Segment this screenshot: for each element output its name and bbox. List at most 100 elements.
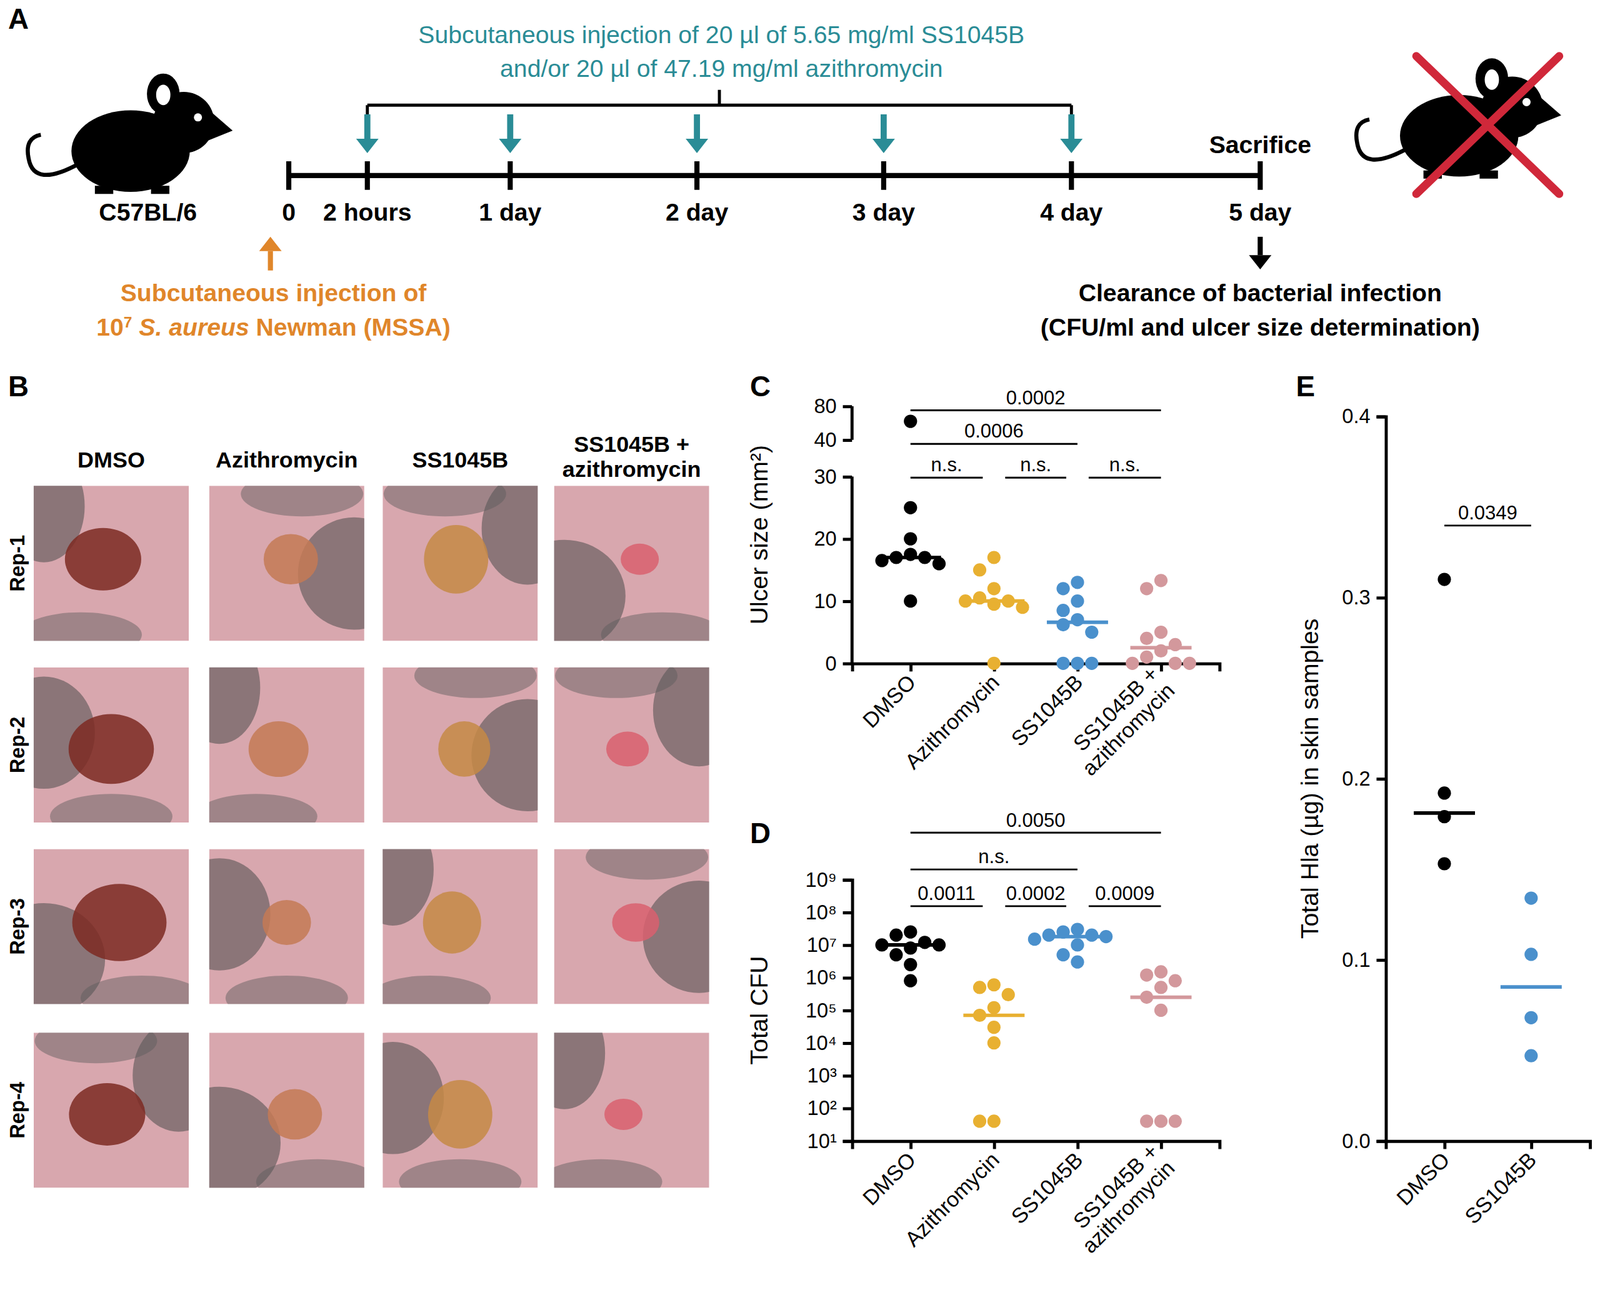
column-header: SS1045B +azithromycin — [562, 431, 701, 482]
x-tick: DMSO — [1391, 1140, 1455, 1210]
data-point — [903, 415, 917, 429]
data-point — [1028, 932, 1042, 946]
photo-fur — [554, 1159, 663, 1189]
y-tick-label: 10⁵ — [805, 998, 837, 1022]
x-tick: Azithromycin — [900, 663, 1004, 774]
photo-fur — [225, 975, 349, 1005]
y-tick: 10¹ — [807, 1129, 853, 1153]
axis-line — [852, 663, 1220, 672]
y-tick: 30 — [813, 465, 852, 489]
median-line — [1130, 995, 1192, 1000]
row-label: Rep-2 — [5, 716, 29, 774]
data-point — [1056, 656, 1070, 670]
photo-fur — [382, 975, 491, 1005]
median-line — [963, 599, 1025, 604]
y-tick-label: 40 — [813, 428, 837, 452]
y-tick-label: 30 — [813, 465, 837, 489]
arrow-shaft — [268, 251, 274, 271]
x-tick: SS1045B +azithromycin — [1060, 661, 1180, 781]
data-point — [1154, 1114, 1168, 1128]
photo-wound — [68, 1083, 145, 1146]
data-point — [1085, 656, 1099, 670]
chart-panel: D10¹10²10³10⁴10⁵10⁶10⁷10⁸10⁹DMSOAzithrom… — [745, 809, 1220, 1259]
data-point — [1154, 980, 1168, 994]
y-tick-mark — [843, 878, 853, 882]
significance-bracket — [910, 476, 984, 479]
arrow-head — [1060, 138, 1083, 154]
y-tick: 40 — [813, 428, 852, 452]
data-point — [1140, 1114, 1154, 1128]
panel-letter: E — [1295, 370, 1315, 403]
photo-fur — [585, 848, 709, 880]
data-point — [1168, 1114, 1182, 1128]
y-tick-label: 80 — [813, 394, 837, 418]
infection-text-part: 10 — [96, 313, 124, 341]
photo-wound — [248, 721, 309, 777]
photo-wound — [620, 543, 659, 575]
median-line — [1046, 935, 1109, 939]
mouse-ear-inner — [156, 85, 171, 106]
data-point — [1070, 922, 1084, 936]
photo-wound — [72, 883, 167, 961]
y-axis: 0.00.10.20.30.4 — [1341, 404, 1387, 1152]
y-tick-mark — [1376, 1140, 1386, 1144]
data-point — [1070, 613, 1084, 627]
y-tick-mark — [843, 1009, 853, 1013]
arrow-shaft — [506, 114, 514, 139]
timepoint-label: 0 — [281, 198, 296, 226]
significance-bracket — [910, 443, 1078, 445]
data-point — [1168, 974, 1182, 988]
data-point — [1140, 650, 1154, 664]
significance-bracket — [910, 409, 1162, 412]
y-axis: 10¹10²10³10⁴10⁵10⁶10⁷10⁸10⁹ — [805, 868, 853, 1153]
photo-placeholder — [33, 1032, 189, 1188]
data-point — [987, 1020, 1001, 1034]
data-point — [903, 974, 917, 988]
y-tick-mark — [843, 911, 853, 915]
y-tick-mark — [843, 1107, 853, 1111]
photo-placeholder — [209, 848, 365, 1004]
photo-placeholder — [382, 667, 538, 823]
arrow-shaft — [1257, 236, 1263, 255]
median-line — [1046, 620, 1109, 625]
infection-text-part: Subcutaneous injection of — [120, 279, 428, 307]
y-axis-title: Total CFU — [745, 955, 773, 1065]
significance-label: n.s. — [1020, 453, 1052, 476]
photo-placeholder — [382, 485, 538, 641]
photo-placeholder — [554, 848, 710, 1004]
panel-b: BDMSOAzithromycinSS1045BSS1045B +azithro… — [0, 370, 755, 1205]
arrow-head — [259, 236, 282, 252]
significance-label: 0.0011 — [917, 882, 976, 905]
x-axis: DMSOSS1045B — [1386, 1140, 1591, 1229]
x-tick-mark — [1530, 1140, 1534, 1149]
photo-fur — [33, 612, 142, 642]
arrow-head — [685, 138, 709, 154]
data-point — [1524, 1049, 1538, 1063]
y-tick-label: 10⁷ — [806, 933, 837, 957]
y-tick-label: 10² — [807, 1096, 837, 1120]
y-tick: 0.2 — [1341, 766, 1386, 790]
data-point — [1085, 625, 1099, 639]
y-tick-mark — [1376, 777, 1386, 781]
timeline-tick — [881, 161, 887, 190]
data-point — [918, 935, 932, 949]
mouse-icon — [27, 73, 233, 195]
data-point — [903, 958, 917, 972]
x-tick-label: DMSO — [858, 670, 921, 733]
y-tick: 10⁶ — [805, 965, 852, 989]
y-tick-mark — [843, 537, 853, 541]
y-tick-label: 0.1 — [1341, 948, 1370, 972]
x-tick-label: Azithromycin — [900, 670, 1004, 774]
treatment-bracket — [367, 90, 1072, 105]
x-tick: SS1045B — [1460, 1140, 1541, 1229]
data-point — [987, 656, 1001, 670]
photo-placeholder — [33, 667, 189, 823]
timepoint-label: 2 hours — [323, 198, 412, 226]
x-tick-mark — [909, 663, 913, 672]
photo-placeholder — [554, 485, 710, 641]
infection-text-part: S. aureus — [131, 313, 249, 341]
panel-letter: C — [750, 370, 771, 403]
data-point — [1183, 656, 1197, 670]
timeline-tick — [286, 161, 292, 190]
y-tick-label: 0.4 — [1341, 404, 1370, 428]
